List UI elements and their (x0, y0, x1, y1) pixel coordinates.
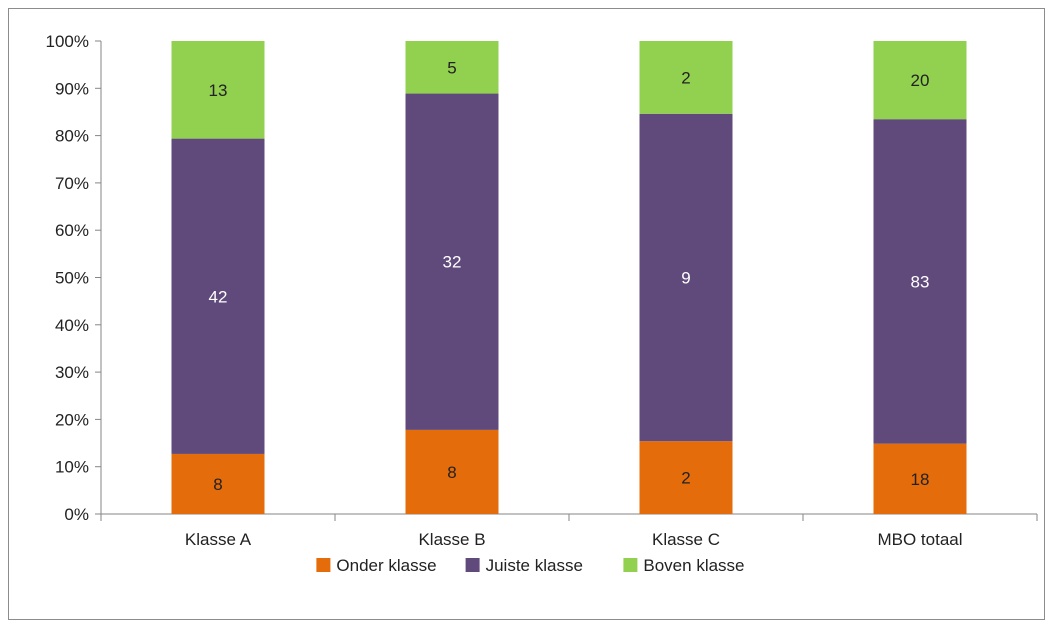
bar-segment (873, 119, 967, 444)
legend-label: Boven klasse (643, 556, 744, 575)
chart-frame: 0% 10% 20% 30% 40% 50% 60% 70% 80% 90% 100% Klasse… (8, 8, 1045, 620)
legend-item: Juiste klasse (465, 556, 583, 575)
data-label: 2 (681, 469, 690, 488)
data-label: 2 (681, 68, 690, 87)
data-label: 83 (911, 272, 930, 291)
legend-swatch (623, 558, 638, 572)
data-label: 8 (213, 475, 222, 494)
stacked-bar-chart: 0% 10% 20% 30% 40% 50% 60% 70% 80% 90% 100% Klasse… (46, 32, 1038, 575)
data-label: 32 (443, 253, 462, 272)
x-tick-label: Klasse A (185, 530, 252, 549)
y-axis: 0% 10% 20% 30% 40% 50% 60% 70% 80% 90% 100% (46, 32, 102, 524)
y-tick-label: 40% (55, 316, 89, 335)
y-tick-label: 90% (55, 79, 89, 98)
x-tick-label: Klasse B (418, 530, 485, 549)
data-label: 13 (209, 81, 228, 100)
x-tick-label: MBO totaal (877, 530, 962, 549)
legend: Onder klasse Juiste klasse Boven klasse (316, 556, 745, 575)
legend-label: Juiste klasse (486, 556, 583, 575)
y-tick-label: 10% (55, 458, 89, 477)
bar-segment (171, 453, 265, 514)
y-tick-label: 100% (46, 32, 89, 51)
data-label: 8 (447, 463, 456, 482)
bar-segment (639, 113, 733, 442)
data-label: 20 (911, 71, 930, 90)
data-label: 42 (209, 287, 228, 306)
legend-swatch (316, 558, 331, 572)
data-label: 9 (681, 269, 690, 288)
data-label: 18 (911, 470, 930, 489)
bar-segment (171, 138, 265, 454)
y-tick-label: 20% (55, 410, 89, 429)
legend-swatch (465, 558, 480, 572)
bar-segment (405, 429, 499, 514)
legend-label: Onder klasse (336, 556, 436, 575)
bar-segment (405, 41, 499, 94)
bars: 8 42 13 8 32 5 2 9 2 18 83 20 (171, 41, 967, 514)
bar-segment (639, 441, 733, 514)
legend-item: Boven klasse (623, 556, 745, 575)
y-tick-label: 80% (55, 127, 89, 146)
y-tick-label: 70% (55, 174, 89, 193)
bar-segment (873, 443, 967, 514)
bar-segment (873, 41, 967, 120)
x-axis: Klasse A Klasse B Klasse C MBO totaal (100, 513, 1038, 549)
bar-segment (171, 41, 265, 139)
y-tick-label: 0% (64, 505, 89, 524)
legend-item: Onder klasse (316, 556, 437, 575)
y-tick-label: 60% (55, 221, 89, 240)
y-tick-label: 50% (55, 269, 89, 288)
data-label: 5 (447, 58, 456, 77)
x-tick-label: Klasse C (652, 530, 720, 549)
y-tick-label: 30% (55, 363, 89, 382)
bar-segment (639, 41, 733, 114)
bar-segment (405, 93, 499, 430)
